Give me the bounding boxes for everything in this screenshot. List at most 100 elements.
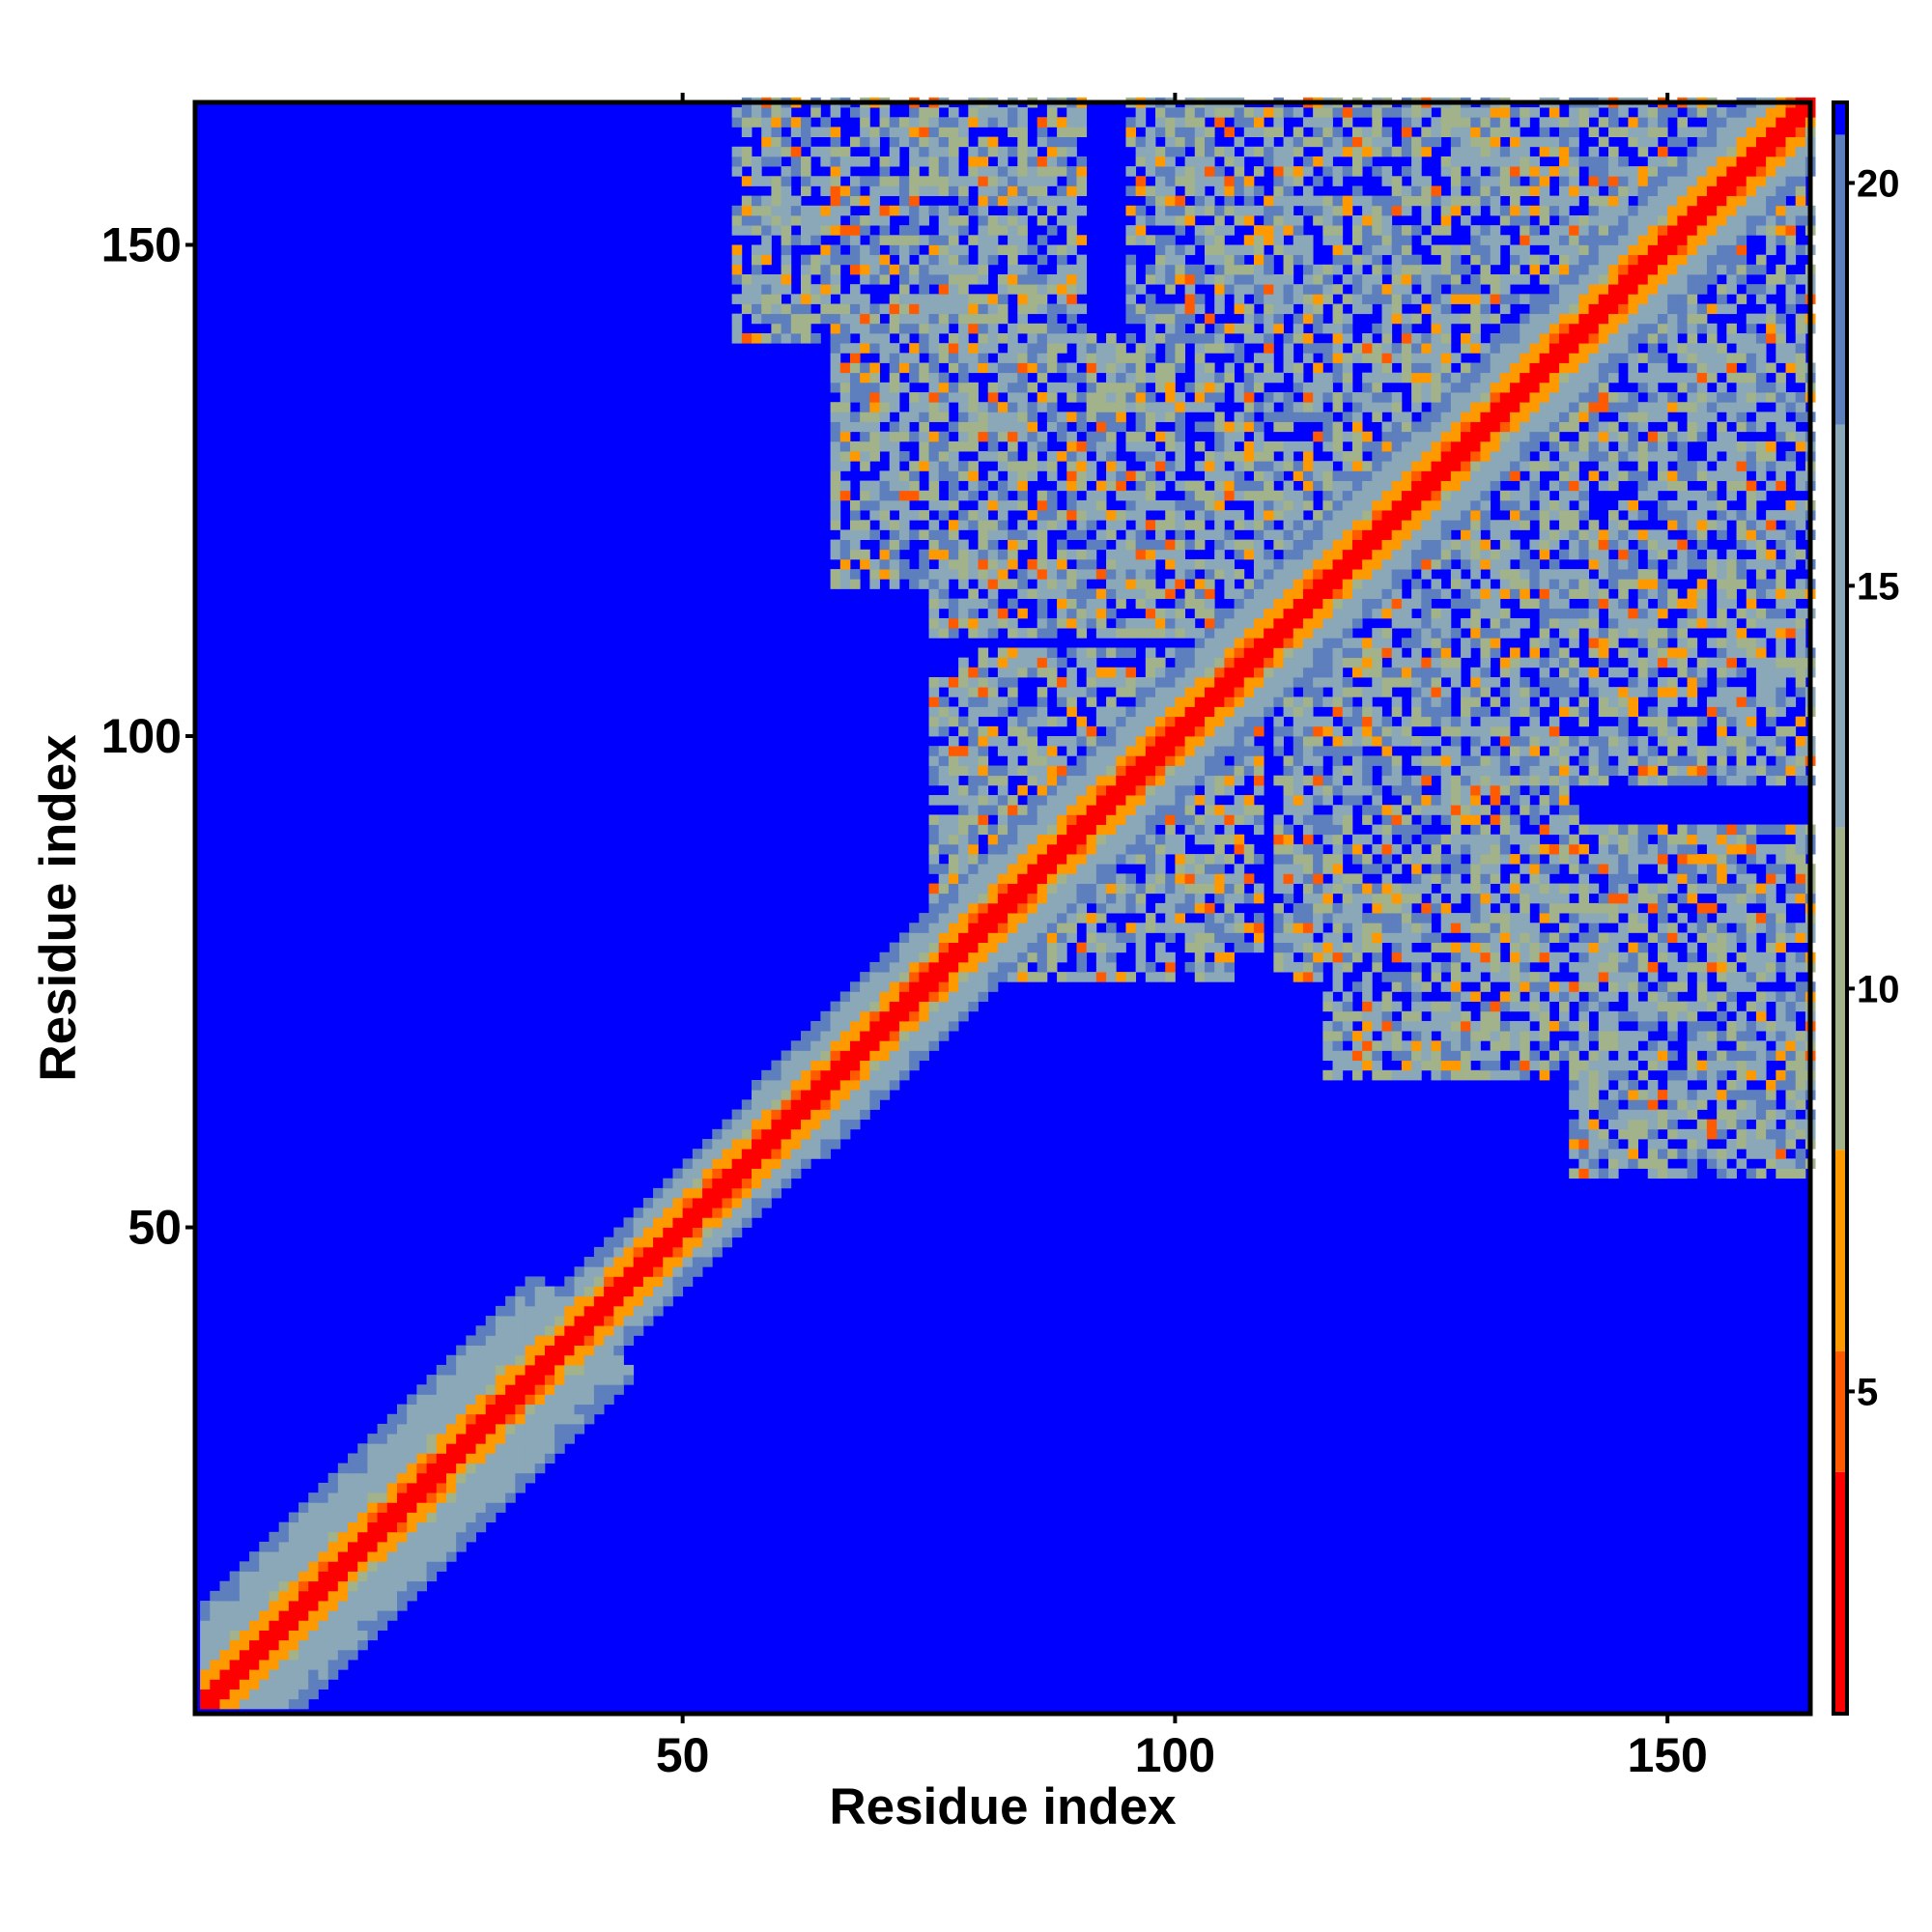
- heatmap-cell: [1243, 667, 1255, 678]
- heatmap-cell: [1017, 185, 1028, 197]
- heatmap-cell: [1017, 461, 1028, 471]
- heatmap-cell: [1243, 549, 1255, 560]
- heatmap-cell: [1135, 755, 1147, 766]
- heatmap-cell: [860, 362, 870, 374]
- heatmap-cell: [869, 402, 880, 412]
- heatmap-cell: [1342, 746, 1353, 756]
- heatmap-cell: [1273, 294, 1284, 304]
- heatmap-cell: [1037, 499, 1048, 511]
- heatmap-cell: [849, 412, 861, 422]
- heatmap-cell: [1145, 598, 1156, 610]
- heatmap-cell: [928, 687, 940, 697]
- heatmap-cell: [239, 1649, 250, 1661]
- heatmap-cell: [1372, 569, 1382, 580]
- heatmap-cell: [436, 1453, 447, 1464]
- heatmap-cell: [968, 854, 979, 865]
- heatmap-cell: [919, 961, 929, 973]
- heatmap-cell: [288, 1639, 299, 1651]
- heatmap-cell: [1037, 608, 1048, 619]
- heatmap-cell: [801, 214, 811, 226]
- heatmap-cell: [1184, 382, 1196, 393]
- heatmap-cell: [1351, 284, 1363, 295]
- heatmap-cell: [968, 510, 979, 521]
- heatmap-cell: [416, 1531, 427, 1543]
- heatmap-cell: [1243, 617, 1255, 629]
- heatmap-cell: [1351, 431, 1363, 442]
- heatmap-cell: [1283, 784, 1294, 796]
- heatmap-cell: [869, 490, 880, 501]
- heatmap-cell: [525, 1443, 536, 1454]
- heatmap-cell: [1205, 736, 1215, 747]
- heatmap-cell: [869, 529, 880, 540]
- heatmap-cell: [958, 412, 969, 422]
- heatmap-cell: [702, 1227, 713, 1238]
- heatmap-cell: [1135, 372, 1147, 384]
- heatmap-cell: [574, 1354, 585, 1366]
- heatmap-cell: [968, 864, 979, 874]
- heatmap-cell: [1008, 687, 1018, 697]
- heatmap-cell: [613, 1266, 624, 1277]
- heatmap-cell: [1017, 412, 1028, 422]
- heatmap-cell: [771, 185, 782, 197]
- heatmap-cell: [919, 923, 929, 933]
- heatmap-cell: [377, 1610, 388, 1621]
- heatmap-cell: [919, 972, 929, 982]
- heatmap-cell: [1293, 323, 1304, 334]
- heatmap-cell: [761, 107, 772, 118]
- heatmap-cell: [919, 579, 929, 589]
- heatmap-cell: [968, 775, 979, 786]
- heatmap-cell: [781, 185, 792, 197]
- heatmap-cell: [1243, 736, 1255, 747]
- heatmap-cell: [1214, 382, 1225, 393]
- heatmap-cell: [702, 1158, 713, 1169]
- heatmap-cell: [1322, 1040, 1333, 1051]
- heatmap-cell: [1135, 313, 1147, 325]
- heatmap-cell: [860, 558, 870, 570]
- heatmap-cell: [1351, 981, 1363, 992]
- heatmap-cell: [337, 1472, 349, 1484]
- heatmap-cell: [771, 1119, 782, 1130]
- heatmap-cell: [1086, 864, 1097, 874]
- heatmap-cell: [416, 1453, 427, 1464]
- heatmap-cell: [416, 1463, 427, 1474]
- heatmap-cell: [1135, 843, 1147, 855]
- heatmap-cell: [810, 1079, 821, 1091]
- heatmap-cell: [948, 784, 959, 796]
- heatmap-cell: [1145, 854, 1156, 865]
- heatmap-cell: [318, 1502, 329, 1513]
- heatmap-cell: [987, 303, 999, 315]
- heatmap-cell: [978, 736, 989, 747]
- heatmap-cell: [1155, 313, 1166, 325]
- heatmap-cell: [1293, 932, 1304, 943]
- heatmap-cell: [938, 755, 950, 766]
- heatmap-cell: [898, 539, 910, 551]
- heatmap-cell: [1351, 608, 1363, 619]
- heatmap-cell: [1017, 214, 1028, 226]
- heatmap-cell: [1322, 490, 1333, 501]
- heatmap-cell: [534, 1325, 546, 1336]
- heatmap-cell: [1095, 480, 1107, 492]
- heatmap-cell: [397, 1571, 408, 1582]
- heatmap-cell: [1273, 716, 1284, 727]
- heatmap-cell: [1313, 214, 1323, 226]
- heatmap-cell: [1135, 961, 1147, 973]
- heatmap-cell: [928, 893, 940, 904]
- heatmap-cell: [1125, 805, 1137, 815]
- heatmap-cell: [909, 431, 920, 442]
- heatmap-cell: [613, 1384, 624, 1395]
- heatmap-cell: [752, 294, 762, 304]
- heatmap-cell: [839, 539, 851, 551]
- heatmap-cell: [445, 1492, 457, 1503]
- heatmap-cell: [386, 1601, 398, 1611]
- heatmap-cell: [1234, 539, 1245, 551]
- heatmap-cell: [1155, 254, 1166, 266]
- heatmap-cell: [357, 1463, 368, 1474]
- heatmap-cell: [1273, 421, 1284, 433]
- heatmap-cell: [672, 1257, 684, 1267]
- heatmap-cell: [1017, 805, 1028, 815]
- heatmap-cell: [1066, 647, 1077, 659]
- heatmap-cell: [810, 1090, 821, 1100]
- heatmap-cell: [948, 549, 959, 560]
- heatmap-cell: [879, 107, 891, 118]
- heatmap-cell: [1342, 520, 1353, 530]
